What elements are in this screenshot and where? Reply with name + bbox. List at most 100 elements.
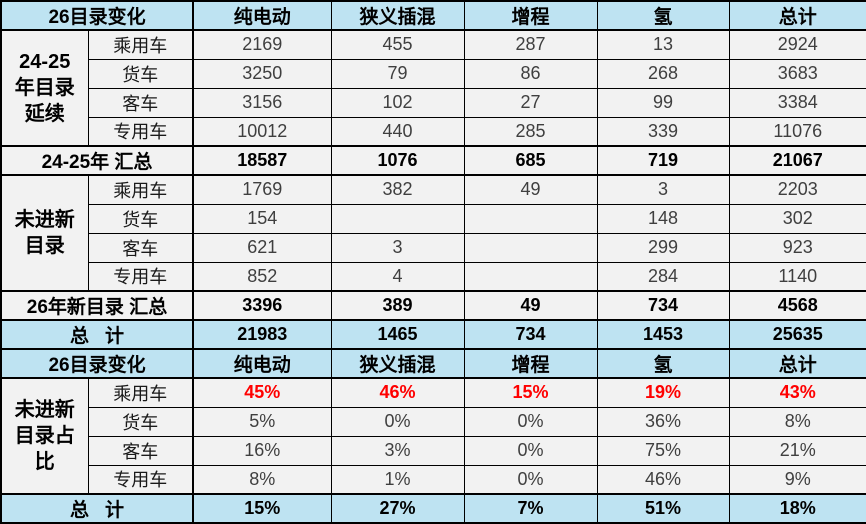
row-label-special: 专用车 xyxy=(87,116,194,147)
summary-cell: 49 xyxy=(463,290,598,321)
data-cell-highlighted: 15% xyxy=(463,377,598,408)
col-header-hydrogen: 氢 xyxy=(596,348,730,379)
data-cell: 4 xyxy=(330,261,465,292)
data-cell: 99 xyxy=(596,87,730,118)
data-cell: 36% xyxy=(596,406,730,437)
corner-header: 26目录变化 xyxy=(0,348,194,379)
data-cell: 27 xyxy=(463,87,598,118)
col-header-pure-electric: 纯电动 xyxy=(192,0,332,31)
data-cell: 3156 xyxy=(192,87,332,118)
data-cell xyxy=(463,203,598,234)
data-cell: 2924 xyxy=(728,29,866,60)
data-cell: 79 xyxy=(330,58,465,89)
row-label-passenger: 乘用车 xyxy=(87,29,194,60)
percent-total-cell: 27% xyxy=(330,493,465,524)
summary-cell: 389 xyxy=(330,290,465,321)
data-cell: 154 xyxy=(192,203,332,234)
percent-total-label: 总计 xyxy=(0,493,194,524)
data-cell: 382 xyxy=(330,174,465,205)
data-cell: 0% xyxy=(330,406,465,437)
row-label-truck: 货车 xyxy=(87,203,194,234)
table-row: 未进新 目录 乘用车 1769 382 49 3 2203 xyxy=(0,174,866,292)
data-cell: 299 xyxy=(596,232,730,263)
group-label-2425-continued: 24-25 年目录 延续 xyxy=(0,29,89,147)
grand-total-cell: 1465 xyxy=(330,319,465,350)
data-cell: 3683 xyxy=(728,58,866,89)
row-label-truck: 货车 xyxy=(87,58,194,89)
data-cell-highlighted: 45% xyxy=(192,377,332,408)
data-cell: 1769 xyxy=(192,174,332,205)
data-cell-highlighted: 43% xyxy=(728,377,866,408)
table-row: 客车 3156 102 27 99 3384 xyxy=(1,87,866,118)
data-cell: 5% xyxy=(192,406,332,437)
data-cell: 8% xyxy=(728,406,866,437)
data-cell: 86 xyxy=(463,58,598,89)
table-row: 专用车 8% 1% 0% 46% 9% xyxy=(1,464,866,495)
table-row: 24-25 年目录 延续 乘用车 2169 455 287 13 2924 xyxy=(0,29,866,147)
data-cell: 1140 xyxy=(728,261,866,292)
table-row: 货车 5% 0% 0% 36% 8% xyxy=(1,406,866,437)
col-header-pure-electric: 纯电动 xyxy=(192,348,332,379)
table-row: 货车 154 148 302 xyxy=(1,203,866,234)
row-label-passenger: 乘用车 xyxy=(87,377,194,408)
data-cell: 2169 xyxy=(192,29,332,60)
data-cell: 75% xyxy=(596,435,730,466)
row-label-bus: 客车 xyxy=(87,87,194,118)
percent-total-cell: 51% xyxy=(596,493,730,524)
table-row: 客车 621 3 299 923 xyxy=(1,232,866,263)
grand-total-cell: 21983 xyxy=(192,319,332,350)
col-header-hydrogen: 氢 xyxy=(596,0,730,31)
data-cell xyxy=(463,261,598,292)
row-label-bus: 客车 xyxy=(87,435,194,466)
grand-total-cell: 734 xyxy=(463,319,598,350)
data-cell: 284 xyxy=(596,261,730,292)
header-row-top: 26目录变化 纯电动 狭义插混 增程 氢 总计 xyxy=(0,0,866,31)
data-cell: 0% xyxy=(463,435,598,466)
table-row: 货车 3250 79 86 268 3683 xyxy=(1,58,866,89)
table-row: 专用车 10012 440 285 339 11076 xyxy=(1,116,866,147)
table-row: 客车 16% 3% 0% 75% 21% xyxy=(1,435,866,466)
data-cell: 3% xyxy=(330,435,465,466)
data-cell: 11076 xyxy=(728,116,866,147)
grand-total-cell: 25635 xyxy=(728,319,866,350)
summary-label: 26年新目录 汇总 xyxy=(0,290,194,321)
data-cell: 13 xyxy=(596,29,730,60)
grand-total-cell: 1453 xyxy=(596,319,730,350)
data-cell xyxy=(330,203,465,234)
percent-total-cell: 18% xyxy=(728,493,866,524)
corner-header: 26目录变化 xyxy=(0,0,194,31)
data-cell: 285 xyxy=(463,116,598,147)
data-cell: 923 xyxy=(728,232,866,263)
group-label-not-in-new-catalog: 未进新 目录 xyxy=(0,174,89,292)
summary-label: 24-25年 汇总 xyxy=(0,145,194,176)
summary-cell: 4568 xyxy=(728,290,866,321)
data-cell: 3 xyxy=(330,232,465,263)
table-row: 专用车 852 4 284 1140 xyxy=(1,261,866,292)
data-cell: 148 xyxy=(596,203,730,234)
summary-cell: 18587 xyxy=(192,145,332,176)
data-cell: 1% xyxy=(330,464,465,495)
grand-total-row: 总计 21983 1465 734 1453 25635 xyxy=(0,319,866,350)
col-header-plugin-hybrid: 狭义插混 xyxy=(330,0,465,31)
data-cell: 9% xyxy=(728,464,866,495)
data-cell: 2203 xyxy=(728,174,866,205)
percent-total-row: 总计 15% 27% 7% 51% 18% xyxy=(0,493,866,524)
data-cell xyxy=(463,232,598,263)
group-label-percent-not-in-catalog: 未进新 目录占 比 xyxy=(0,377,89,495)
row-label-special: 专用车 xyxy=(87,464,194,495)
data-cell: 49 xyxy=(463,174,598,205)
table-row: 未进新 目录占 比 乘用车 45% 46% 15% 19% 43% xyxy=(0,377,866,495)
col-header-plugin-hybrid: 狭义插混 xyxy=(330,348,465,379)
data-cell: 0% xyxy=(463,464,598,495)
data-cell: 3384 xyxy=(728,87,866,118)
data-cell: 302 xyxy=(728,203,866,234)
data-cell: 16% xyxy=(192,435,332,466)
data-cell: 8% xyxy=(192,464,332,495)
data-cell: 852 xyxy=(192,261,332,292)
summary-row-2425: 24-25年 汇总 18587 1076 685 719 21067 xyxy=(0,145,866,176)
data-cell: 3 xyxy=(596,174,730,205)
col-header-total: 总计 xyxy=(728,0,866,31)
data-cell: 0% xyxy=(463,406,598,437)
summary-cell: 734 xyxy=(596,290,730,321)
